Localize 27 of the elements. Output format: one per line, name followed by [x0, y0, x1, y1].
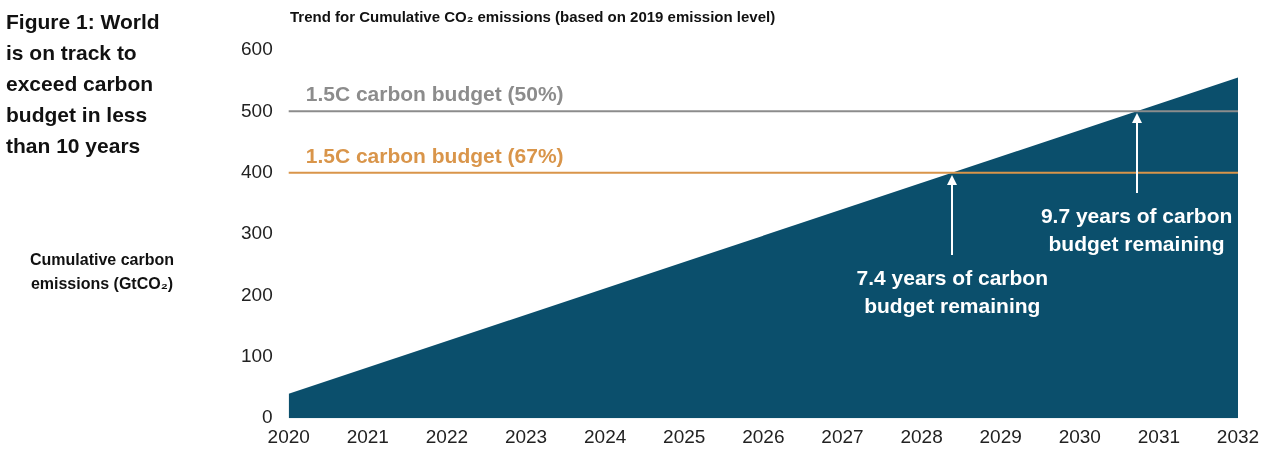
- y-tick-label: 200: [241, 283, 273, 305]
- y-tick-label: 0: [262, 406, 273, 428]
- x-tick-label: 2026: [742, 425, 785, 447]
- x-tick-label: 2032: [1216, 425, 1260, 447]
- y-tick-label: 300: [241, 222, 273, 244]
- x-tick-label: 2022: [425, 425, 469, 447]
- x-tick-label: 2031: [1137, 425, 1181, 447]
- x-tick-label: 2028: [900, 425, 943, 447]
- y-tick-label: 600: [241, 38, 273, 60]
- x-tick-label: 2029: [979, 425, 1022, 447]
- y-tick-label: 400: [241, 160, 273, 182]
- text: Figure 1: World is on track to exceed carbon budget in less than 10 years: [6, 9, 161, 159]
- chart-subtitle: Trend for Cumulative CO₂ emissions (based on 2019 emission level): [290, 8, 776, 25]
- x-tick-label: 2030: [1058, 425, 1101, 447]
- annotation: 7.4 years of carbon budget remaining: [856, 265, 1048, 317]
- x-tick-label: 2027: [821, 425, 864, 447]
- y-tick-label: 500: [241, 99, 273, 121]
- x-tick-label: 2021: [346, 425, 389, 447]
- y-tick-label: 100: [241, 345, 273, 367]
- x-tick-label: 2020: [267, 425, 310, 447]
- ref-line-label: 1.5C carbon budget (67%): [305, 143, 564, 167]
- y-axis-title: Cumulative carbon emissions (GtCO₂): [29, 250, 175, 294]
- ref-line-label: 1.5C carbon budget (50%): [305, 82, 564, 106]
- x-tick-label: 2023: [504, 425, 548, 447]
- x-tick-label: 2024: [583, 425, 627, 447]
- x-tick-label: 2025: [663, 425, 706, 447]
- annotation: 9.7 years of carbon budget remaining: [1040, 204, 1233, 256]
